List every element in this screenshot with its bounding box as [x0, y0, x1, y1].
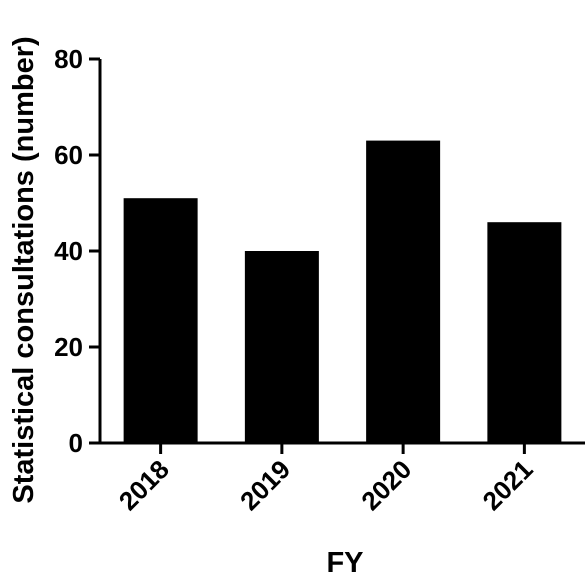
bars-group [123, 140, 562, 443]
y-tick-label: 80 [54, 44, 83, 74]
y-tick-label: 40 [54, 236, 83, 266]
x-tick-label: 2020 [355, 454, 417, 516]
y-tick-label: 0 [69, 428, 83, 458]
bar-2020 [366, 140, 441, 443]
x-axis: 2018 2019 2020 2021 [98, 441, 585, 516]
x-tick-label: 2021 [477, 454, 539, 516]
bar-2019 [244, 251, 319, 443]
y-axis-title: Statistical consultations (number) [8, 36, 40, 503]
x-tick-label: 2019 [234, 454, 296, 516]
bar-2018 [123, 198, 198, 443]
x-axis-title: FY [326, 547, 363, 578]
x-tick-label: 2018 [113, 454, 175, 516]
y-tick-label: 20 [54, 332, 83, 362]
y-tick-label: 60 [54, 140, 83, 170]
bar-2021 [487, 222, 562, 443]
y-axis: 0 20 40 60 80 [54, 44, 102, 458]
